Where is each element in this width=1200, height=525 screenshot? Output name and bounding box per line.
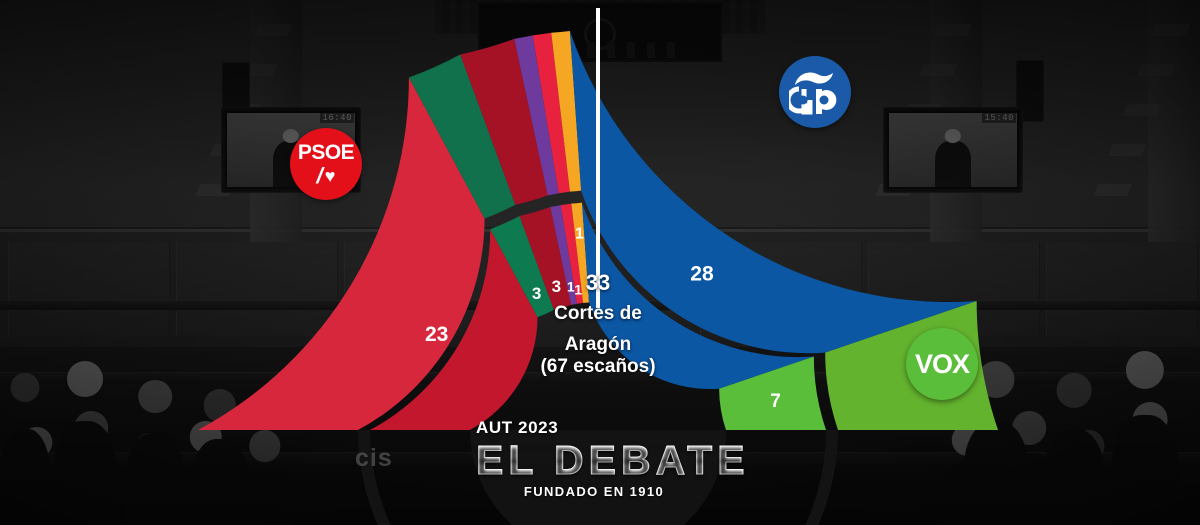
inner-ring-group bbox=[370, 202, 826, 430]
outer-segment-iu bbox=[532, 32, 570, 194]
psoe-slash-glyph: / bbox=[314, 162, 326, 188]
segment-label-otros-rojo: 3 bbox=[552, 277, 561, 296]
outer-fan-group bbox=[198, 30, 998, 430]
center-disc bbox=[470, 430, 726, 525]
publisher-title: EL DEBATE bbox=[476, 437, 750, 483]
election-kicker: AUT 2023 bbox=[476, 418, 559, 437]
inner-segment-cha bbox=[490, 215, 554, 318]
inner-segment-pp bbox=[581, 202, 814, 390]
segment-label-iu: 1 bbox=[574, 281, 582, 297]
publisher-tagline: FUNDADO EN 1910 bbox=[523, 484, 665, 499]
inner-segment-vox bbox=[719, 356, 826, 430]
segment-label-vox: 7 bbox=[770, 391, 781, 412]
pp-logo-mark bbox=[789, 72, 837, 115]
outer-segment-otros-rojo bbox=[460, 38, 548, 205]
outer-segment-cha bbox=[408, 54, 516, 219]
pp-logo bbox=[779, 56, 851, 128]
psoe-logo: PSOE / ♥ bbox=[290, 128, 362, 200]
vox-logo: VOX bbox=[906, 328, 978, 400]
psoe-logo-mark: / ♥ bbox=[314, 162, 336, 188]
outer-segment-aragon bbox=[551, 30, 582, 192]
vox-logo-text: VOX bbox=[914, 348, 970, 379]
source-watermark: cis bbox=[355, 444, 393, 472]
inner-segment-podemos bbox=[550, 205, 578, 305]
segment-label-cha: 3 bbox=[532, 284, 541, 303]
segment-label-pp: 28 bbox=[690, 263, 714, 286]
inner-disc-group bbox=[470, 430, 726, 525]
inner-segment-psoe bbox=[370, 229, 538, 430]
segment-label-aragon: 1 bbox=[575, 225, 584, 242]
psoe-logo-text: PSOE bbox=[297, 140, 355, 164]
segment-label-psoe: 23 bbox=[425, 323, 448, 346]
inner-segment-otros-rojo bbox=[519, 207, 572, 310]
outer-segment-pp bbox=[569, 30, 977, 354]
publisher-branding: AUT 2023 EL DEBATE FUNDADO EN 1910 bbox=[476, 418, 750, 499]
outer-segment-psoe bbox=[198, 77, 485, 430]
outer-segment-podemos bbox=[514, 35, 559, 196]
heart-icon: ♥ bbox=[324, 165, 336, 186]
segment-label-podemos: 1 bbox=[567, 278, 575, 294]
inner-segment-aragon bbox=[571, 202, 590, 303]
inner-segment-iu bbox=[560, 203, 584, 304]
